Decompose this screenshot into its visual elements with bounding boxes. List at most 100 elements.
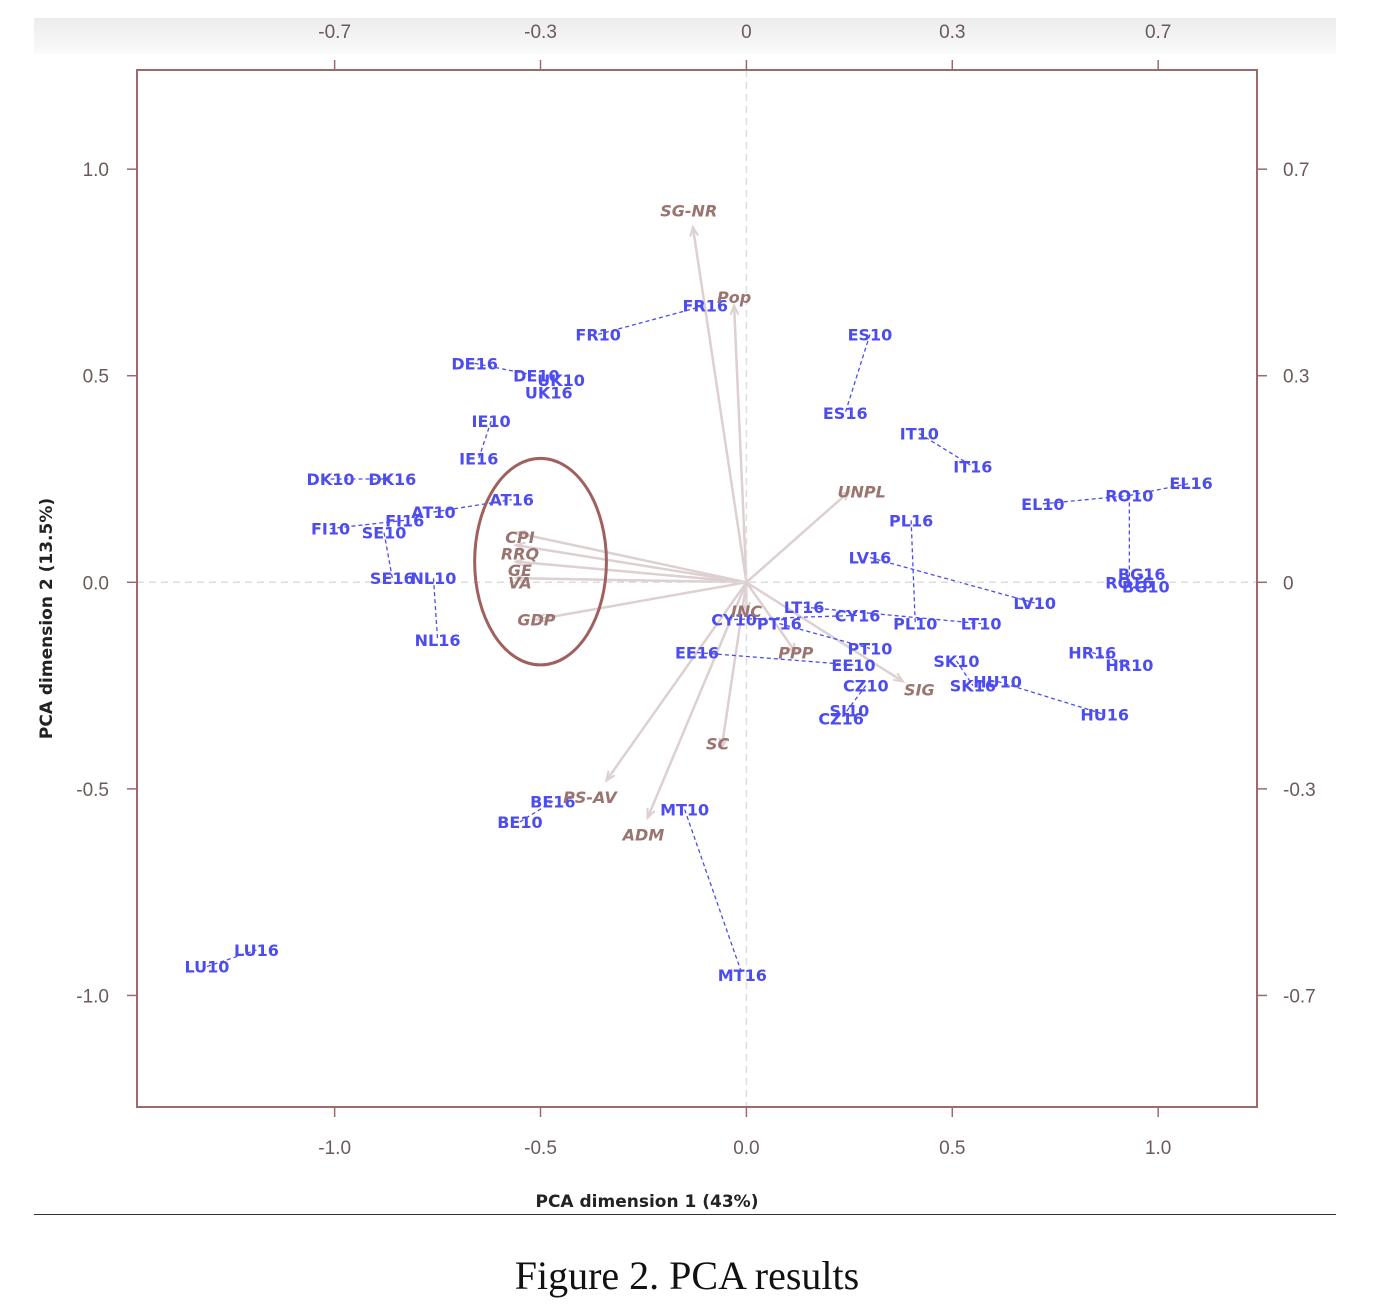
obs-uk10: UK10 — [537, 371, 585, 390]
arrow-adm — [646, 581, 748, 819]
obs-dk10: DK10 — [307, 470, 355, 489]
obs-de10: DE10 — [513, 367, 559, 386]
obs-sk16: SK16 — [950, 677, 996, 696]
y-tick-label: 0.0 — [83, 573, 109, 594]
link-pl16-pl10 — [910, 520, 916, 624]
x-tick-label: -0.5 — [524, 1138, 557, 1159]
link-nl10-nl16 — [432, 578, 439, 641]
obs-de16: DE16 — [451, 354, 497, 373]
arrow-sc — [720, 582, 748, 748]
arrowhead-ge — [513, 557, 526, 568]
x-tick-label: 0.5 — [939, 1138, 965, 1159]
link-ee16-ee10 — [696, 651, 854, 666]
obs-ie16: IE16 — [459, 449, 498, 468]
obs-lv10: LV10 — [1013, 594, 1056, 613]
link-lv16-lv10 — [869, 556, 1035, 604]
right-tick-label: 0 — [1283, 573, 1294, 594]
reference-lines — [137, 70, 1257, 1107]
link-fr10-fr16 — [598, 304, 706, 336]
link-lt16-lt10 — [803, 606, 982, 625]
variable-arrows — [513, 224, 906, 821]
var-label-ppp: PPP — [778, 644, 813, 663]
top-tick-label: -0.3 — [524, 22, 557, 43]
obs-be10: BE10 — [497, 813, 542, 832]
obs-se10: SE10 — [362, 524, 407, 543]
x-axis-label: PCA dimension 1 (43%) — [536, 1192, 759, 1212]
x-tick-label: -1.0 — [318, 1138, 351, 1159]
obs-lu10: LU10 — [185, 958, 230, 977]
observation-links — [206, 304, 1192, 976]
link-sk10-sk16 — [955, 660, 974, 686]
arrow-ge — [515, 560, 747, 584]
obs-se16: SE16 — [370, 569, 415, 588]
obs-at10: AT10 — [411, 503, 455, 522]
obs-si10: SI10 — [829, 701, 869, 720]
arrowhead-pop — [729, 302, 740, 316]
obs-at16: AT16 — [490, 491, 534, 510]
obs-fr16: FR16 — [682, 296, 728, 315]
obs-es16: ES16 — [823, 404, 868, 423]
arrow-sg-nr — [691, 226, 748, 583]
highlight-ring — [473, 456, 608, 667]
obs-cy10: CY10 — [711, 610, 757, 629]
obs-bg10: BG10 — [1122, 577, 1170, 596]
var-label-unpl: UNPL — [838, 482, 886, 501]
y-tick-label: -1.0 — [76, 986, 109, 1007]
obs-pl16: PL16 — [889, 511, 933, 530]
arrowhead-gdp — [533, 613, 547, 623]
obs-hu16: HU16 — [1080, 706, 1129, 725]
figure-caption: Figure 2. PCA results — [514, 1253, 860, 1298]
obs-ro10: RO10 — [1105, 487, 1153, 506]
obs-hr16: HR16 — [1068, 644, 1116, 663]
obs-ee16: EE16 — [675, 644, 719, 663]
plot-border — [136, 69, 1258, 1108]
obs-es10: ES10 — [848, 325, 893, 344]
obs-be16: BE16 — [530, 792, 575, 811]
obs-nl10: NL10 — [411, 569, 457, 588]
obs-ee10: EE10 — [831, 656, 875, 675]
y-tick-label: -0.5 — [76, 780, 109, 801]
obs-lu16: LU16 — [234, 941, 279, 960]
obs-lt16: LT16 — [784, 598, 825, 617]
link-de16-de10 — [474, 362, 537, 377]
top-shade-band — [34, 18, 1336, 54]
top-tick-label: 0 — [741, 22, 752, 43]
obs-pt16: PT16 — [757, 615, 802, 634]
var-label-gdp: GDP — [517, 610, 555, 629]
obs-it16: IT16 — [953, 458, 992, 477]
x-tick-label: 0.0 — [733, 1138, 759, 1159]
obs-pt10: PT10 — [847, 639, 892, 658]
obs-fi16: FI16 — [385, 511, 424, 530]
link-pt16-pt10 — [779, 622, 871, 650]
arrowhead-adm — [646, 807, 656, 821]
link-at10-at16 — [433, 499, 512, 513]
link-mt10-mt16 — [684, 809, 743, 976]
obs-pl10: PL10 — [893, 615, 937, 634]
obs-el16: EL16 — [1169, 474, 1212, 493]
link-es10-es16 — [844, 334, 871, 414]
axis-ticks: -1.0 -0.7 -0.5 -0.3 0.0 0 0.5 0.3 1.0 0.7 1.0 0.7 0.… — [76, 22, 1316, 1159]
var-label-rrq: RRQ — [501, 544, 540, 563]
arrowhead-unpl — [839, 489, 852, 501]
obs-mt16: MT16 — [718, 966, 767, 985]
y-tick-label: 0.5 — [83, 367, 109, 388]
caption-rule — [34, 1214, 1336, 1215]
obs-lt10: LT10 — [961, 615, 1002, 634]
arrowhead-ps-av — [604, 770, 616, 783]
var-label-sig: SIG — [904, 681, 935, 700]
link-hu10-hu16 — [997, 680, 1105, 716]
top-tick-label: 0.7 — [1145, 22, 1171, 43]
var-label-inc: INC — [731, 602, 762, 621]
arrowhead-cpi — [513, 529, 526, 540]
obs-hu10: HU10 — [973, 672, 1022, 691]
plot-frame — [136, 69, 1258, 1108]
obs-dk16: DK16 — [368, 470, 416, 489]
obs-el10: EL10 — [1021, 495, 1064, 514]
obs-fr10: FR10 — [575, 325, 621, 344]
link-it10-it16 — [919, 433, 974, 468]
arrow-gdp — [536, 581, 747, 621]
link-el10-ro10 — [1042, 494, 1130, 505]
